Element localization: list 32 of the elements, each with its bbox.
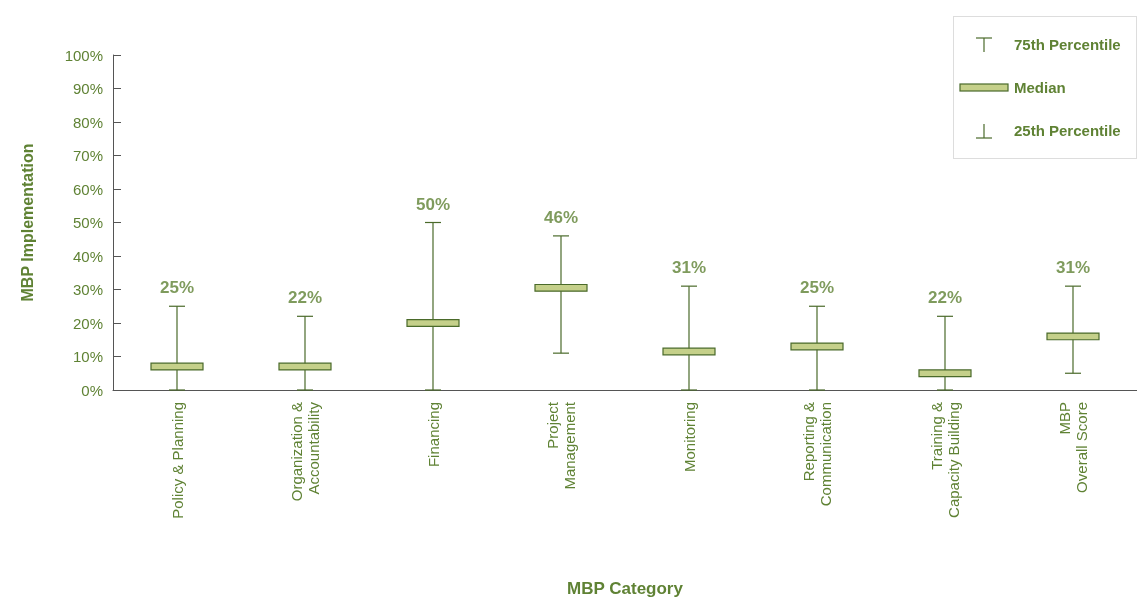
x-tick-label: Project Management [544, 401, 578, 490]
text: 31% [1055, 258, 1091, 278]
x-tick-label: Reporting & Communication [800, 402, 834, 507]
text: 75th Percentile [1014, 36, 1121, 53]
y-tick-label: 30% [72, 281, 103, 298]
annotation: 25th Percentile [1014, 122, 1121, 139]
y-tick-label: 40% [72, 247, 103, 265]
y-tick-label: 50% [72, 214, 103, 231]
text: 25% [159, 278, 195, 298]
y-tick-label: 0% [81, 381, 103, 399]
y-tick-label: 60% [72, 180, 103, 198]
y-tick-label: 70% [72, 147, 103, 164]
x-axis-title: MBP Category [567, 579, 684, 598]
y-tick-label: 90% [72, 80, 103, 97]
text: 31% [671, 258, 707, 278]
y-tick-label: 100% [64, 46, 103, 64]
x-tick-label: Training & Capacity Building [928, 402, 962, 518]
text: 50% [415, 194, 451, 214]
x-tick-label: MBP Overall Score [1056, 402, 1090, 493]
y-tick-label: 10% [72, 348, 103, 365]
x-tick-label: Organization & Accountability [288, 401, 322, 502]
x-tick-label: Policy & Planning [168, 402, 186, 519]
annotation: Median [1014, 79, 1066, 96]
text: 22% [927, 288, 963, 308]
text: 25% [799, 278, 835, 298]
text: 22% [287, 288, 323, 308]
x-tick-label: Financing [424, 402, 442, 468]
y-tick-label: 20% [72, 314, 103, 332]
y-tick-label: 80% [72, 113, 103, 131]
x-tick-label: Monitoring [680, 402, 698, 473]
text: 46% [543, 207, 579, 227]
y-axis-title: MBP Implementation [18, 143, 36, 302]
